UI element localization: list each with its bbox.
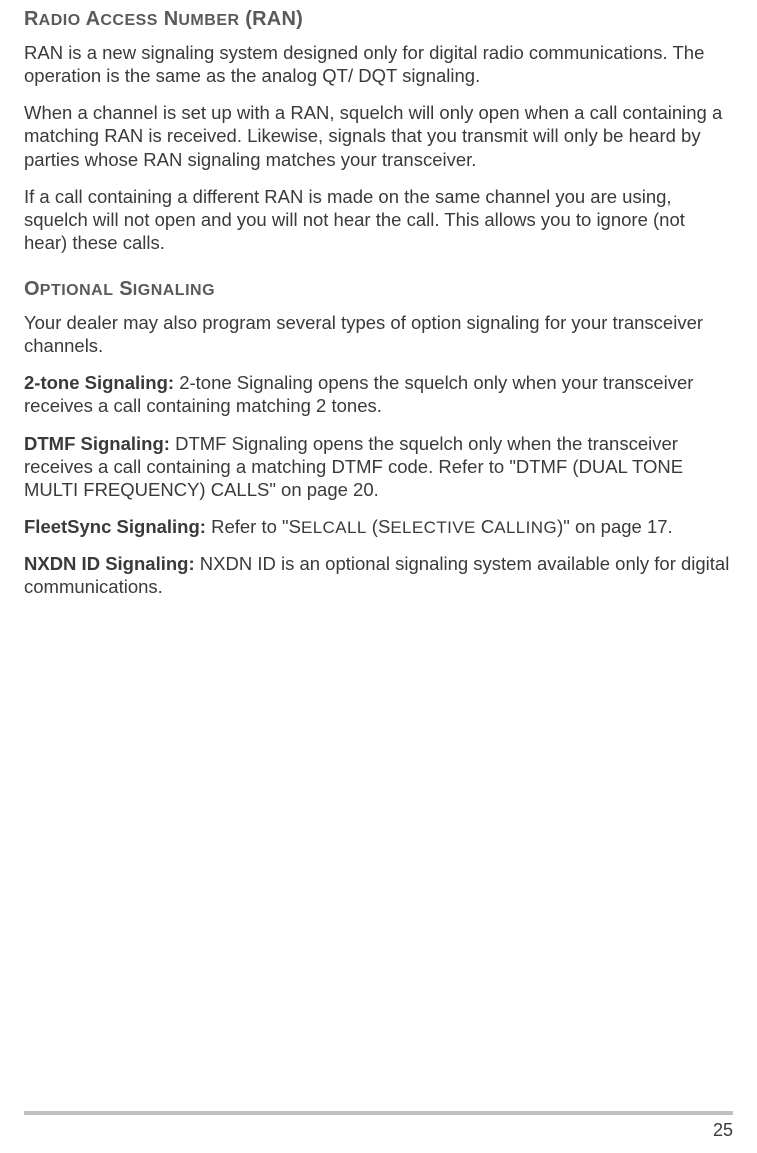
heading-optional-cap1: O xyxy=(24,278,40,300)
fleetsync-mid: (S xyxy=(367,516,391,537)
heading-ran-cap3: N xyxy=(164,8,179,30)
heading-optional-cap2: S xyxy=(119,278,133,300)
optional-paragraph-intro: Your dealer may also program several typ… xyxy=(24,311,733,357)
two-tone-paragraph: 2-tone Signaling: 2-tone Signaling opens… xyxy=(24,371,733,417)
heading-ran-cap1: R xyxy=(24,8,39,30)
fleetsync-post: )" on page 17. xyxy=(557,516,673,537)
fleetsync-sc1: ELCALL xyxy=(301,518,367,537)
heading-ran-rest1: ADIO xyxy=(39,12,81,29)
ran-paragraph-2: When a channel is set up with a RAN, squ… xyxy=(24,101,733,170)
heading-ran-cap2: A xyxy=(86,8,101,30)
heading-optional-rest2: IGNALING xyxy=(133,282,215,299)
dtmf-paragraph: DTMF Signaling: DTMF Signaling opens the… xyxy=(24,432,733,501)
ran-paragraph-1: RAN is a new signaling system designed o… xyxy=(24,41,733,87)
fleetsync-pre: Refer to "S xyxy=(206,516,301,537)
two-tone-label: 2-tone Signaling: xyxy=(24,372,174,393)
fleetsync-label: FleetSync Signaling: xyxy=(24,516,206,537)
fleetsync-paragraph: FleetSync Signaling: Refer to "SELCALL (… xyxy=(24,515,733,538)
nxdn-label: NXDN ID Signaling: xyxy=(24,553,195,574)
heading-optional-rest1: PTIONAL xyxy=(40,282,114,299)
dtmf-label: DTMF Signaling: xyxy=(24,433,170,454)
footer-rule xyxy=(24,1111,733,1115)
fleetsync-sc3: ALLING xyxy=(494,518,557,537)
heading-optional: OPTIONAL SIGNALING xyxy=(24,278,733,301)
heading-ran-rest3: UMBER xyxy=(178,12,239,29)
fleetsync-mid2: C xyxy=(476,516,495,537)
nxdn-paragraph: NXDN ID Signaling: NXDN ID is an optiona… xyxy=(24,552,733,598)
page-number: 25 xyxy=(713,1120,733,1141)
ran-paragraph-3: If a call containing a different RAN is … xyxy=(24,185,733,254)
heading-ran: RADIO ACCESS NUMBER (RAN) xyxy=(24,8,733,31)
fleetsync-sc2: ELECTIVE xyxy=(390,518,475,537)
heading-ran-rest2: CCESS xyxy=(100,12,158,29)
heading-ran-suffix: (RAN) xyxy=(240,8,303,30)
